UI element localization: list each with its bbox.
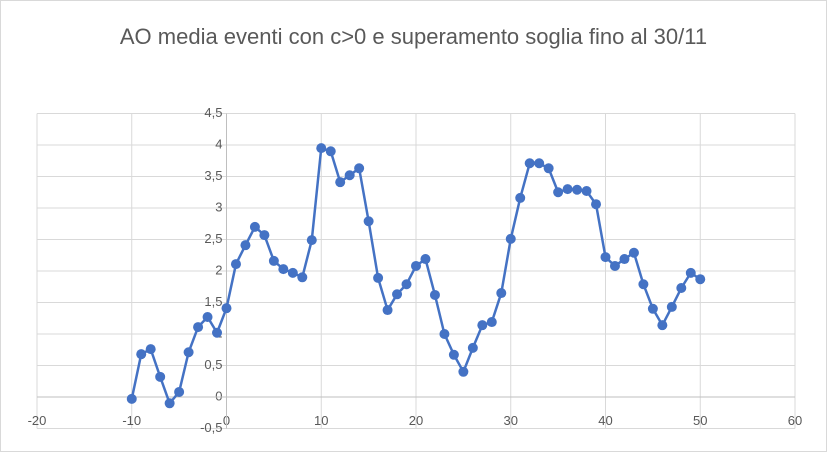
data-point (363, 216, 374, 227)
data-point (420, 254, 431, 265)
data-point (183, 347, 194, 358)
data-point (609, 260, 620, 271)
data-point (685, 267, 696, 278)
data-point (202, 311, 213, 322)
x-tick-label: 50 (693, 413, 707, 428)
x-tick-label: -20 (28, 413, 47, 428)
data-point (534, 158, 545, 169)
data-point (619, 254, 630, 265)
data-point (439, 329, 450, 339)
data-point (155, 371, 166, 382)
data-point (382, 305, 393, 316)
data-point (392, 289, 403, 300)
data-point (306, 235, 317, 246)
data-point (164, 398, 175, 409)
data-point (287, 267, 298, 278)
data-point (458, 366, 469, 377)
y-tick-label: 2 (215, 262, 222, 277)
data-point (335, 177, 346, 188)
chart-title: AO media eventi con c>0 e superamento so… (119, 24, 708, 49)
data-point (401, 279, 412, 290)
x-tick-label: -10 (122, 413, 141, 428)
data-point (429, 289, 440, 300)
y-tick-label: -0,5 (200, 420, 222, 435)
y-tick-label: 4 (215, 136, 222, 151)
data-point (628, 247, 639, 258)
y-tick-label: 3 (215, 199, 222, 214)
y-tick-label: 0 (215, 388, 222, 403)
data-point (259, 230, 270, 241)
data-point (221, 303, 232, 314)
data-point (553, 187, 564, 198)
y-tick-label: 1,5 (204, 294, 222, 309)
data-point (572, 184, 583, 195)
data-point (297, 272, 308, 283)
data-point (591, 199, 602, 210)
data-point (515, 192, 526, 203)
data-point (354, 163, 365, 174)
x-tick-label: 20 (409, 413, 423, 428)
data-point (240, 240, 251, 251)
data-point (695, 274, 706, 285)
data-point (145, 344, 156, 355)
data-point (638, 279, 649, 290)
data-point (505, 233, 516, 244)
y-tick-label: 3,5 (204, 168, 222, 183)
y-tick-label: 4,5 (204, 105, 222, 120)
data-point (344, 170, 355, 181)
data-point (212, 327, 223, 338)
data-point (193, 322, 204, 333)
data-point (325, 146, 336, 157)
data-point (278, 264, 289, 275)
data-point (486, 317, 497, 328)
data-point (373, 272, 384, 283)
data-point (657, 320, 668, 331)
x-tick-label: 10 (314, 413, 328, 428)
data-point (230, 259, 241, 270)
data-point (676, 283, 687, 294)
data-point (316, 143, 327, 154)
data-point (496, 288, 507, 299)
data-point (562, 184, 573, 195)
x-tick-label: 40 (598, 413, 612, 428)
data-point (411, 260, 421, 271)
data-point (249, 221, 260, 232)
data-point (543, 163, 554, 174)
data-point (524, 158, 535, 169)
y-tick-label: 2,5 (204, 231, 222, 246)
y-tick-label: 0,5 (204, 357, 222, 372)
data-point (647, 303, 658, 314)
data-point (600, 252, 611, 263)
data-point (477, 320, 488, 331)
data-point (467, 342, 478, 353)
data-point (174, 386, 185, 397)
x-tick-label: 60 (788, 413, 802, 428)
data-point (136, 349, 147, 360)
data-point (666, 301, 677, 312)
x-tick-label: 30 (504, 413, 518, 428)
data-point (268, 255, 279, 266)
data-point (581, 185, 592, 196)
data-point (448, 349, 459, 360)
data-point (126, 393, 137, 404)
